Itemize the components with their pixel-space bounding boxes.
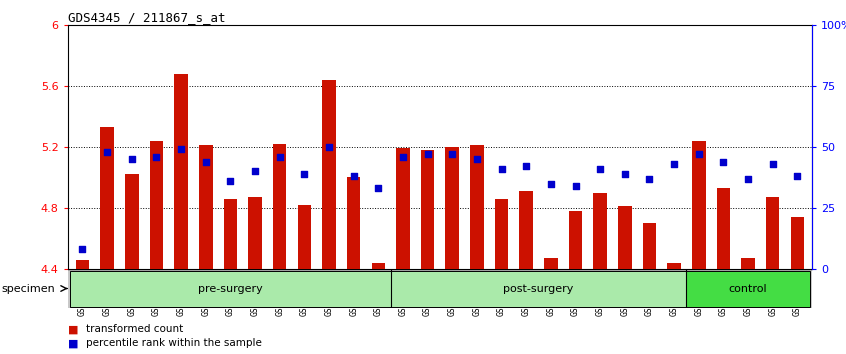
Bar bbox=[766, 197, 779, 269]
Bar bbox=[75, 260, 89, 269]
Point bbox=[766, 161, 779, 167]
Point bbox=[593, 166, 607, 172]
Bar bbox=[446, 147, 459, 269]
Point bbox=[125, 156, 139, 162]
Point bbox=[273, 154, 287, 160]
Point bbox=[791, 173, 805, 179]
Bar bbox=[717, 188, 730, 269]
Point bbox=[741, 176, 755, 182]
Bar bbox=[248, 197, 261, 269]
Bar bbox=[150, 141, 163, 269]
Text: specimen: specimen bbox=[1, 284, 55, 293]
Point bbox=[643, 176, 656, 182]
Point bbox=[667, 161, 681, 167]
Bar bbox=[347, 177, 360, 269]
Bar bbox=[686, 272, 810, 307]
Point bbox=[544, 181, 558, 187]
Bar bbox=[70, 272, 391, 307]
Point bbox=[371, 185, 385, 191]
Bar bbox=[519, 191, 533, 269]
Bar bbox=[692, 141, 706, 269]
Bar bbox=[420, 150, 434, 269]
Point bbox=[150, 154, 163, 160]
Text: post-surgery: post-surgery bbox=[503, 284, 574, 293]
Text: percentile rank within the sample: percentile rank within the sample bbox=[86, 338, 262, 348]
Text: control: control bbox=[728, 284, 767, 293]
Bar bbox=[593, 193, 607, 269]
Bar bbox=[174, 74, 188, 269]
Point bbox=[618, 171, 632, 177]
Point bbox=[347, 173, 360, 179]
Text: GDS4345 / 211867_s_at: GDS4345 / 211867_s_at bbox=[68, 11, 225, 24]
Bar bbox=[199, 145, 212, 269]
Bar bbox=[391, 272, 686, 307]
Text: ■: ■ bbox=[68, 338, 78, 348]
Point bbox=[569, 183, 582, 189]
Point bbox=[396, 154, 409, 160]
Text: transformed count: transformed count bbox=[86, 324, 184, 334]
Point bbox=[322, 144, 336, 150]
Point bbox=[692, 152, 706, 157]
Bar bbox=[643, 223, 656, 269]
Bar bbox=[298, 205, 311, 269]
Point bbox=[248, 169, 261, 174]
Bar bbox=[396, 148, 409, 269]
Point bbox=[75, 247, 89, 252]
Bar bbox=[544, 258, 558, 269]
Bar bbox=[223, 199, 237, 269]
Point bbox=[101, 149, 114, 155]
Bar bbox=[791, 217, 805, 269]
Text: pre-surgery: pre-surgery bbox=[198, 284, 263, 293]
Point bbox=[420, 152, 434, 157]
Bar bbox=[101, 127, 114, 269]
Bar bbox=[125, 175, 139, 269]
Bar bbox=[667, 263, 681, 269]
Bar bbox=[569, 211, 582, 269]
Point bbox=[223, 178, 237, 184]
Bar bbox=[371, 263, 385, 269]
Point bbox=[446, 152, 459, 157]
Bar bbox=[741, 258, 755, 269]
Point bbox=[199, 159, 212, 164]
Point bbox=[519, 164, 533, 169]
Bar bbox=[273, 144, 287, 269]
Bar bbox=[322, 80, 336, 269]
Point bbox=[174, 147, 188, 152]
Bar bbox=[618, 206, 632, 269]
Point bbox=[470, 156, 484, 162]
Bar bbox=[470, 145, 484, 269]
Point bbox=[717, 159, 730, 164]
Bar bbox=[495, 199, 508, 269]
Point bbox=[495, 166, 508, 172]
Point bbox=[298, 171, 311, 177]
Text: ■: ■ bbox=[68, 324, 78, 334]
